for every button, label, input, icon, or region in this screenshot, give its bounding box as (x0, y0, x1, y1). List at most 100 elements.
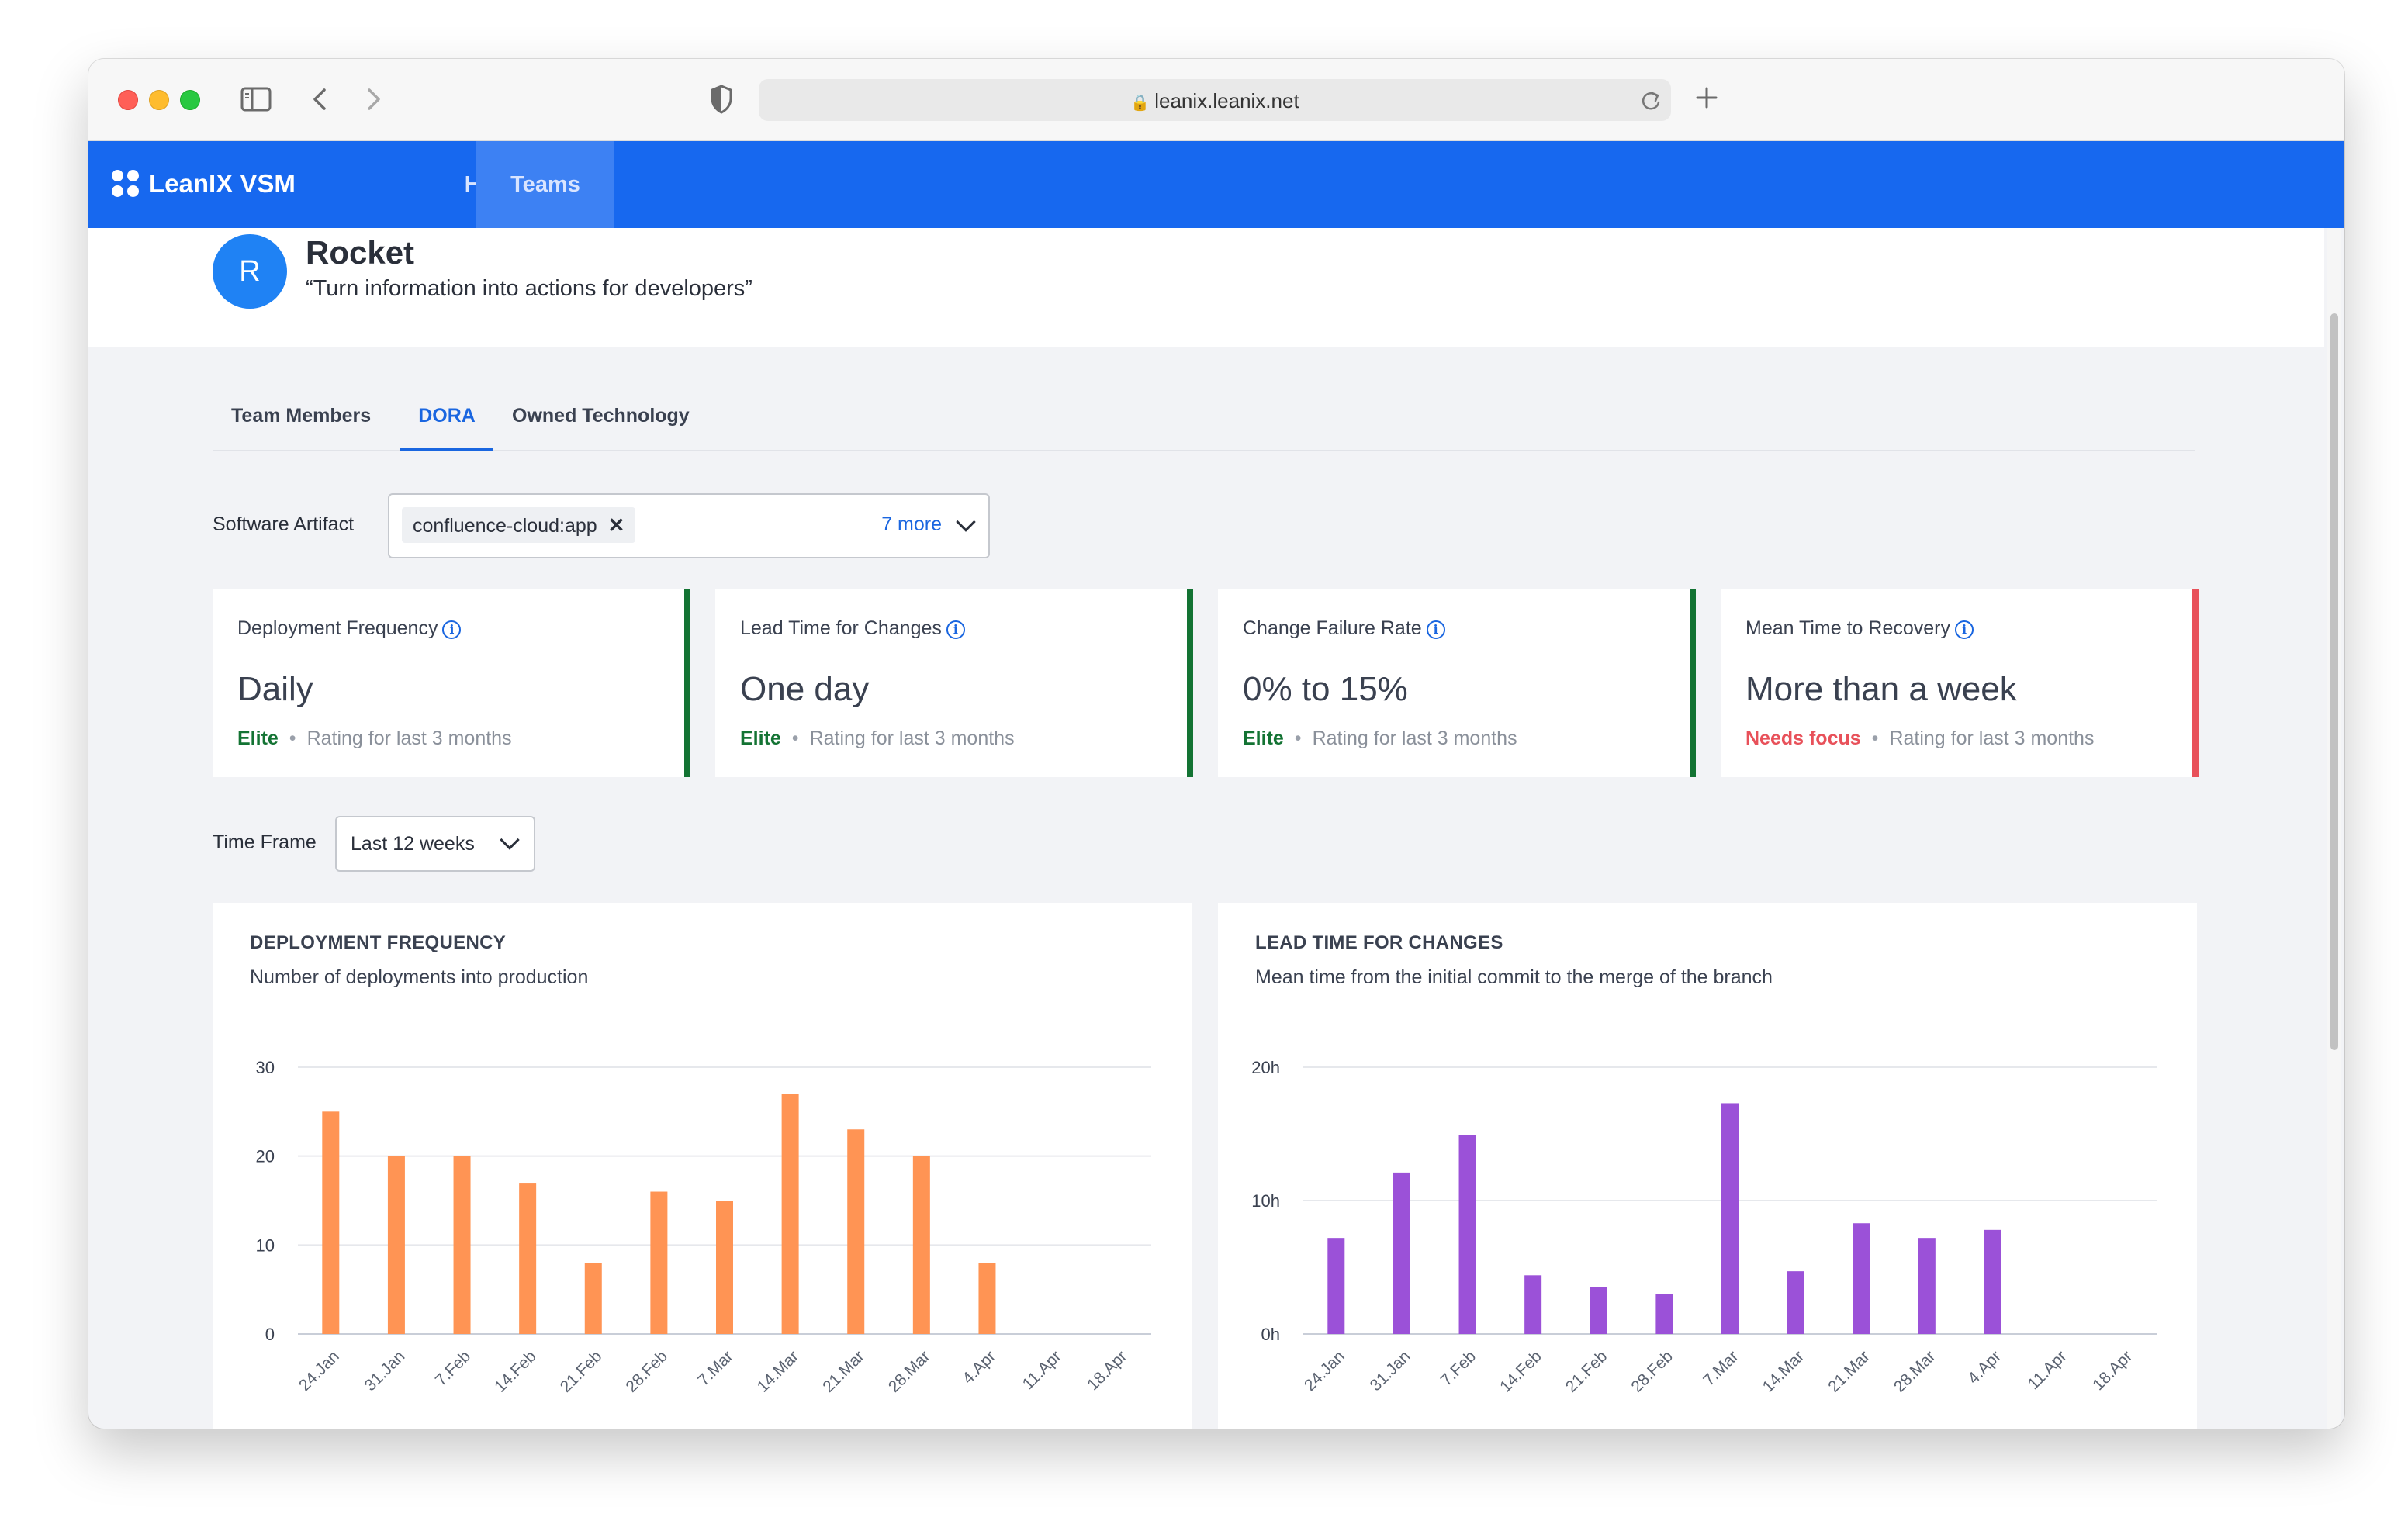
new-tab-icon[interactable] (1693, 84, 1721, 116)
rating-note: Rating for last 3 months (1889, 727, 2095, 749)
reload-icon[interactable] (1640, 88, 1662, 116)
deployment-frequency-chart: DEPLOYMENT FREQUENCY Number of deploymen… (213, 903, 1192, 1429)
x-tick-label: 24.Jan (1301, 1347, 1348, 1394)
x-tick-label: 7.Feb (1438, 1347, 1479, 1389)
x-tick-label: 28.Feb (622, 1347, 671, 1396)
back-icon[interactable] (309, 85, 332, 118)
chart-bar (1393, 1172, 1410, 1334)
y-tick-label: 20 (256, 1147, 275, 1166)
rating-note: Rating for last 3 months (1312, 727, 1517, 749)
team-tabs: Team Members DORA Owned Technology (213, 392, 2195, 451)
team-avatar: R (213, 234, 287, 309)
lead-time-plot: 0h 10h 20h 24.Jan 31.Jan 7.Feb 14.Feb 21.Feb 28.… (1251, 1058, 2157, 1396)
nav-teams[interactable]: Teams (476, 141, 614, 228)
chart-bar (1656, 1294, 1673, 1334)
tab-team-members[interactable]: Team Members (231, 405, 372, 427)
zoom-window-button[interactable] (180, 90, 200, 110)
chevron-down-icon[interactable] (956, 512, 976, 532)
metric-title: Mean Time to Recovery (1745, 617, 1950, 639)
x-tick-label: 18.Apr (1084, 1347, 1130, 1394)
metric-card-deployment-frequency: Deployment Frequency i Daily Elite • Rating… (213, 589, 690, 777)
software-artifact-label: Software Artifact (213, 513, 355, 535)
forward-icon[interactable] (362, 85, 385, 118)
info-icon[interactable]: i (442, 620, 462, 639)
metric-card-mean-time-to-recovery: Mean Time to Recovery i More than a week … (1721, 589, 2199, 777)
chart-bar (1721, 1103, 1739, 1334)
brand-logo[interactable]: LeanIX VSM (112, 169, 296, 199)
address-bar[interactable]: 🔒 leanix.leanix.net (759, 79, 1671, 121)
rating-status: Elite (1243, 727, 1284, 749)
chart-subtitle: Number of deployments into production (250, 966, 589, 988)
chart-bar (1590, 1287, 1607, 1334)
x-tick-label: 11.Apr (1019, 1347, 1065, 1393)
chart-bar (1984, 1229, 2001, 1334)
rating-indicator-bar (2192, 589, 2199, 777)
x-tick-label: 24.Jan (296, 1347, 343, 1394)
y-tick-label: 0 (265, 1325, 275, 1344)
metric-title: Change Failure Rate (1243, 617, 1422, 639)
x-tick-label: 21.Mar (1825, 1347, 1873, 1395)
scrollbar-thumb[interactable] (2330, 313, 2338, 1050)
y-tick-label: 10h (1251, 1191, 1280, 1211)
sidebar-toggle-icon[interactable] (240, 85, 272, 118)
software-artifact-select[interactable]: confluence-cloud:app ✕ 7 more (388, 493, 990, 558)
y-tick-label: 10 (256, 1236, 275, 1255)
page-scrollbar[interactable] (2327, 228, 2341, 1429)
deployment-frequency-plot: 0 10 20 30 24.Jan 31.Jan 7.Feb 14.Feb 21.Feb 28.F… (256, 1058, 1151, 1396)
team-header: R Rocket “Turn information into actions … (88, 228, 2324, 347)
close-window-button[interactable] (118, 90, 138, 110)
info-icon[interactable]: i (1426, 620, 1445, 639)
metric-value: 0% to 15% (1243, 670, 1408, 708)
x-tick-label: 28.Mar (885, 1347, 933, 1395)
x-tick-label: 7.Mar (694, 1347, 736, 1389)
rating-status: Elite (237, 727, 279, 749)
x-tick-label: 21.Feb (1562, 1347, 1611, 1396)
y-tick-label: 20h (1251, 1058, 1280, 1077)
time-frame-select[interactable]: Last 12 weeks (335, 816, 535, 872)
metric-title: Lead Time for Changes (740, 617, 942, 639)
chart-bar (847, 1129, 865, 1334)
rating-indicator-bar (1690, 589, 1696, 777)
chart-bar (453, 1156, 471, 1334)
tab-dora[interactable]: DORA (400, 392, 493, 451)
x-tick-label: 11.Apr (2025, 1347, 2071, 1393)
info-icon[interactable]: i (1955, 620, 1974, 639)
chart-bar (1787, 1271, 1804, 1334)
chart-bar (322, 1111, 340, 1334)
x-tick-label: 31.Jan (1367, 1347, 1414, 1394)
chevron-down-icon[interactable] (500, 830, 520, 850)
artifact-chip-label: confluence-cloud:app (413, 515, 597, 537)
x-tick-label: 14.Mar (754, 1347, 802, 1395)
time-frame-value: Last 12 weeks (351, 833, 475, 855)
chart-bar (1853, 1223, 1870, 1334)
metric-card-change-failure-rate: Change Failure Rate i 0% to 15% Elite • Rat… (1218, 589, 1696, 777)
chart-bar (978, 1263, 996, 1334)
rating-status: Needs focus (1745, 727, 1861, 749)
x-tick-label: 21.Mar (819, 1347, 867, 1395)
metric-card-lead-time: Lead Time for Changes i One day Elite • Rat… (715, 589, 1193, 777)
brand-name: LeanIX VSM (149, 169, 296, 198)
chart-bar (1918, 1238, 1936, 1334)
x-tick-label: 21.Feb (557, 1347, 606, 1396)
lead-time-chart: LEAD TIME FOR CHANGES Mean time from the… (1218, 903, 2197, 1429)
info-icon[interactable]: i (946, 620, 965, 639)
chart-bar (1458, 1135, 1476, 1334)
browser-window: 🔒leanix.leanix.net LeanIX VSM Home Teams… (88, 59, 2344, 1429)
more-artifacts-link[interactable]: 7 more (881, 513, 942, 535)
chart-subtitle: Mean time from the initial commit to the… (1255, 966, 1773, 988)
remove-chip-icon[interactable]: ✕ (607, 513, 625, 537)
chart-bar (519, 1183, 537, 1334)
rating-note: Rating for last 3 months (809, 727, 1015, 749)
x-tick-label: 28.Mar (1891, 1347, 1939, 1395)
chart-bar (387, 1156, 405, 1334)
x-tick-label: 18.Apr (2089, 1347, 2136, 1394)
browser-toolbar: 🔒 leanix.leanix.net (88, 59, 2344, 141)
tab-owned-technology[interactable]: Owned Technology (512, 405, 690, 427)
chart-bar (912, 1156, 930, 1334)
team-name: Rocket (306, 234, 415, 271)
chart-bar (1327, 1238, 1345, 1334)
rating-indicator-bar (1187, 589, 1193, 777)
privacy-shield-icon[interactable] (709, 84, 734, 119)
minimize-window-button[interactable] (149, 90, 169, 110)
x-tick-label: 14.Feb (1496, 1347, 1545, 1396)
